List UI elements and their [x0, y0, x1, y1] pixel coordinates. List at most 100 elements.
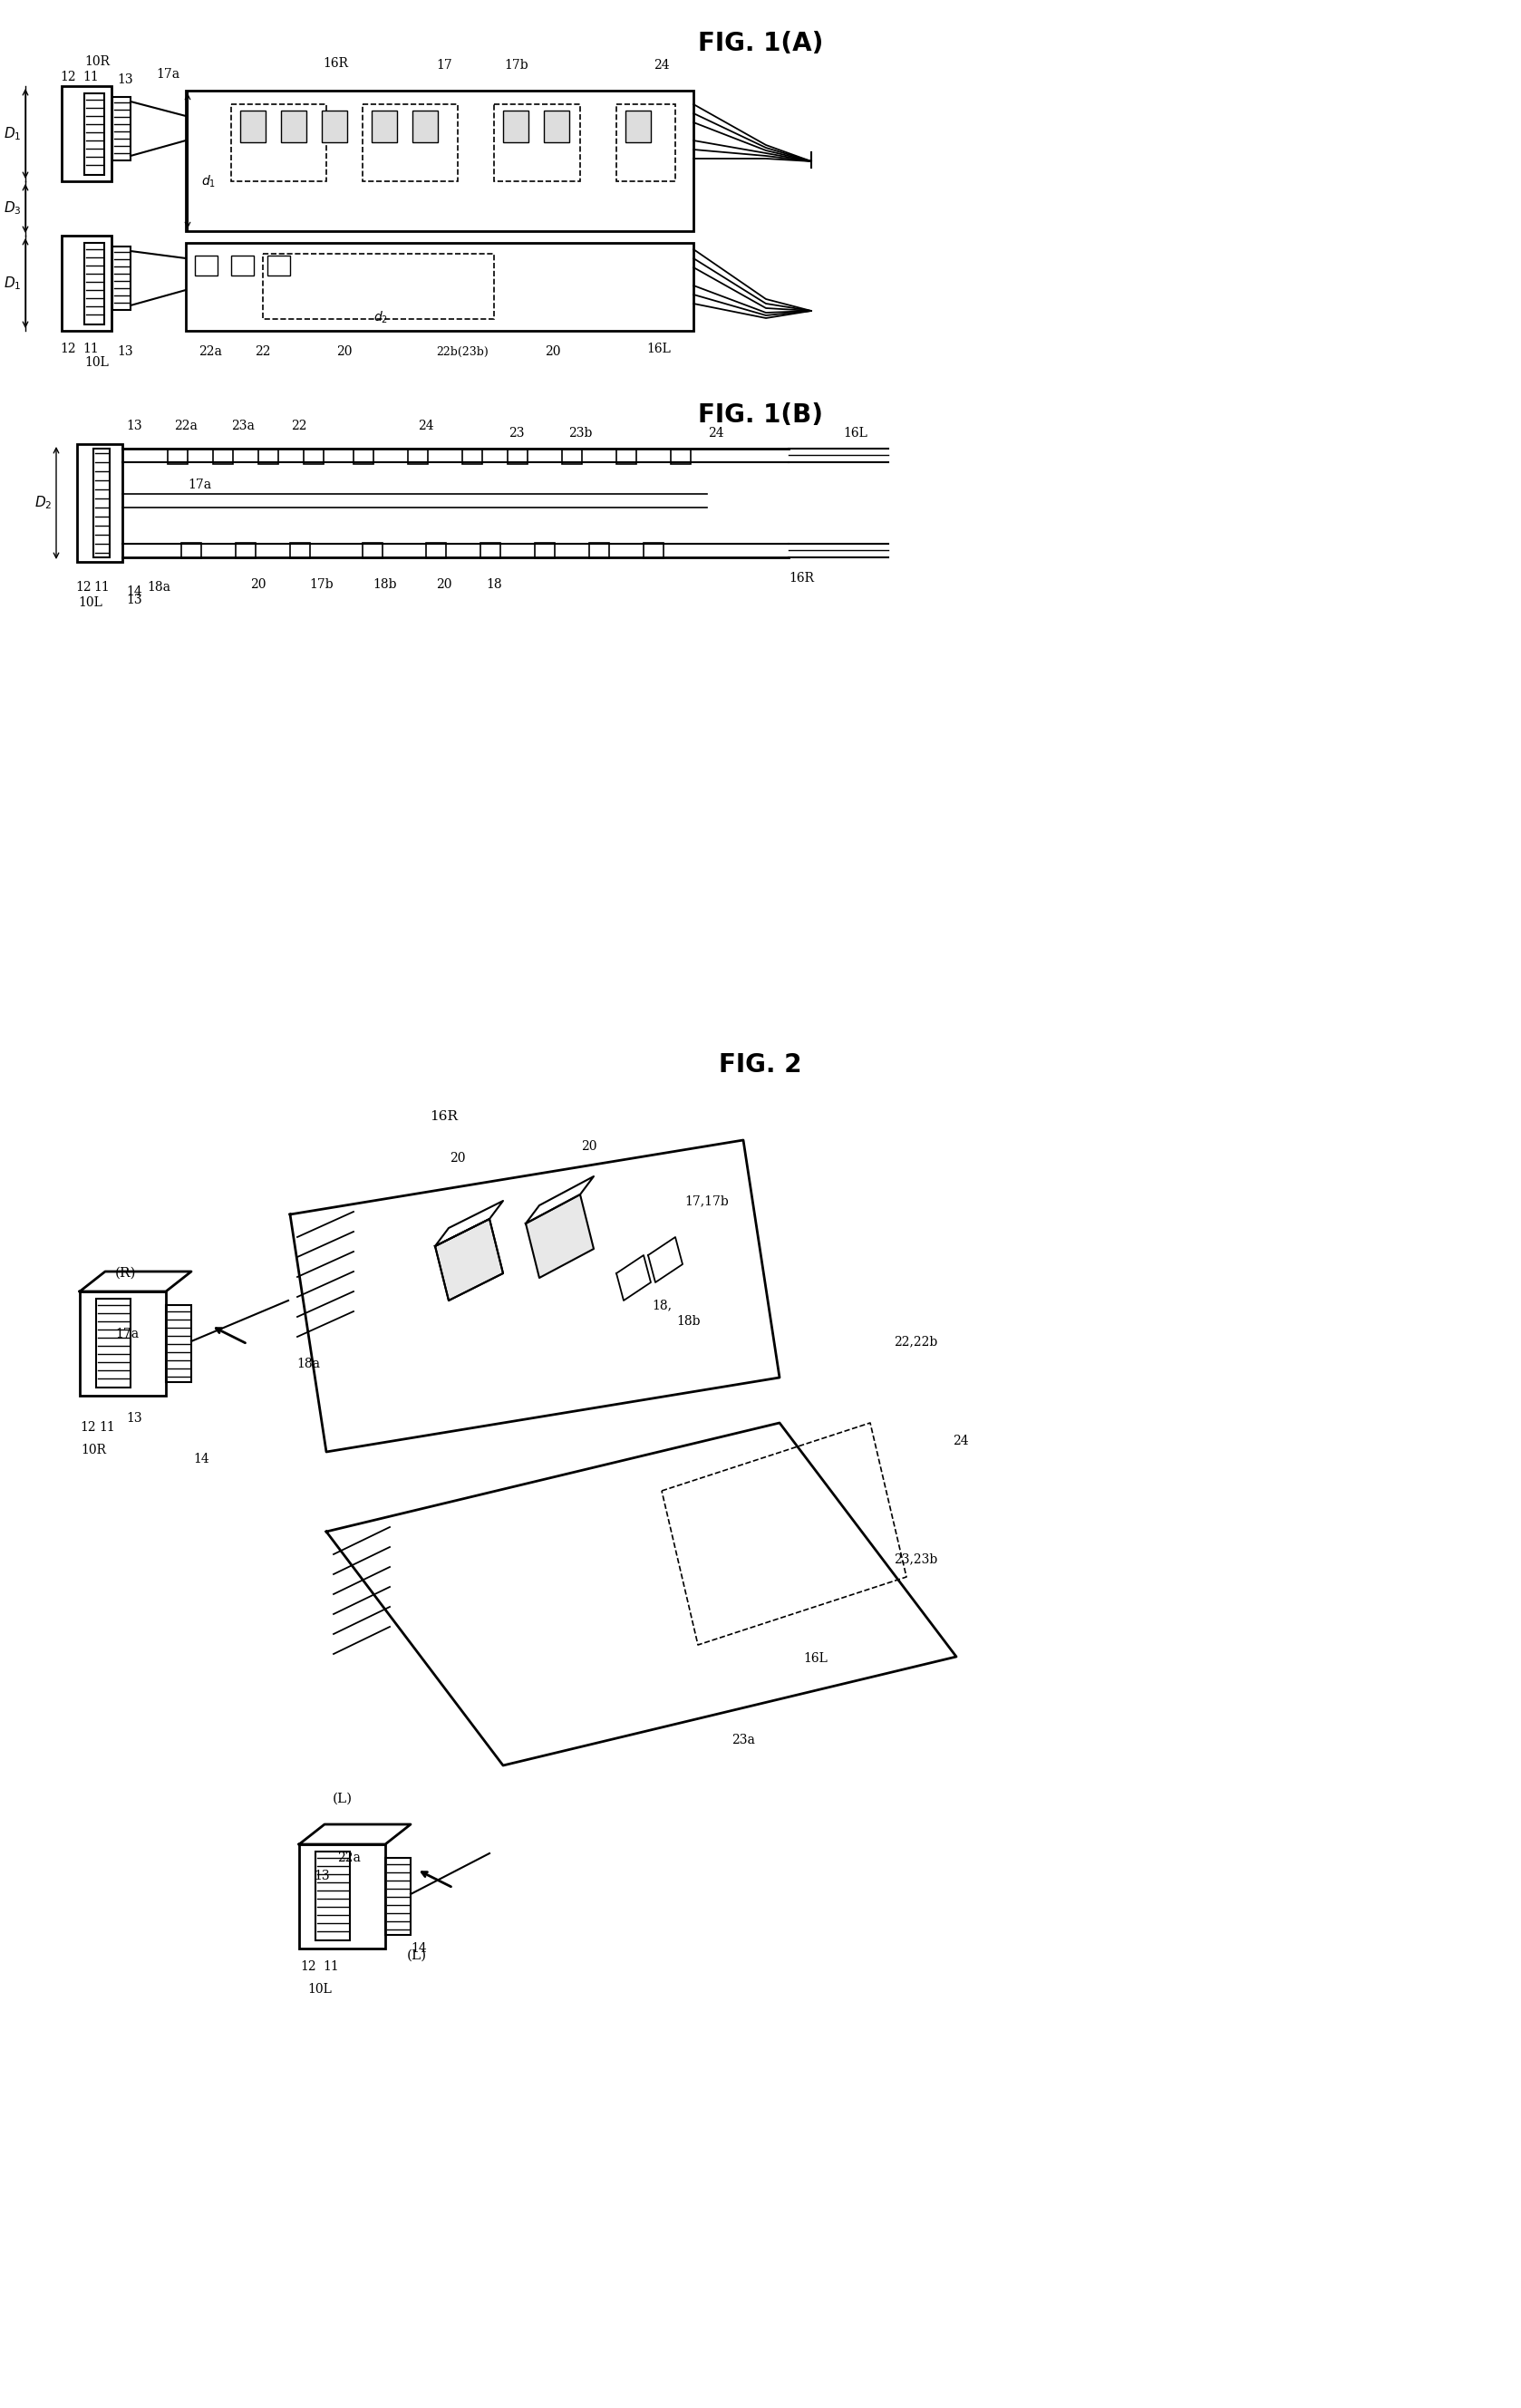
- Bar: [643, 542, 663, 559]
- Bar: [535, 542, 555, 559]
- Bar: [671, 450, 691, 465]
- Text: $D_2$: $D_2$: [35, 494, 52, 510]
- Bar: [362, 104, 458, 181]
- Bar: [281, 111, 306, 142]
- Text: 14: 14: [126, 585, 141, 597]
- Text: $d_2$: $d_2$: [374, 308, 388, 325]
- Text: 23,23b: 23,23b: [894, 1553, 937, 1565]
- Bar: [426, 542, 446, 559]
- Text: 17a: 17a: [187, 479, 211, 491]
- Bar: [371, 111, 397, 142]
- Text: 11: 11: [322, 1960, 339, 1972]
- Bar: [181, 542, 201, 559]
- Bar: [508, 450, 528, 465]
- Text: 13: 13: [126, 1411, 141, 1426]
- Text: 11: 11: [99, 1421, 116, 1433]
- Bar: [167, 450, 187, 465]
- Text: 16L: 16L: [803, 1652, 827, 1664]
- Text: 18b: 18b: [373, 578, 397, 590]
- Text: 14: 14: [411, 1943, 427, 1955]
- Bar: [362, 542, 382, 559]
- Text: 18,: 18,: [651, 1298, 672, 1312]
- Polygon shape: [526, 1194, 593, 1279]
- Text: 17,17b: 17,17b: [684, 1194, 729, 1206]
- Text: 22,22b: 22,22b: [894, 1334, 937, 1348]
- Text: 11: 11: [93, 580, 110, 595]
- Bar: [315, 1852, 350, 1941]
- Text: 23b: 23b: [569, 426, 592, 441]
- Bar: [78, 443, 122, 561]
- Bar: [462, 450, 482, 465]
- Bar: [322, 111, 347, 142]
- Text: 13: 13: [313, 1869, 330, 1883]
- Bar: [231, 104, 327, 181]
- Text: 24: 24: [709, 426, 724, 441]
- Text: 10L: 10L: [307, 1982, 332, 1996]
- Text: $D_1$: $D_1$: [5, 275, 21, 291]
- Bar: [84, 94, 105, 176]
- Text: 22b(23b): 22b(23b): [437, 347, 488, 356]
- Bar: [561, 450, 583, 465]
- Text: 20: 20: [251, 578, 266, 590]
- Text: 22: 22: [291, 419, 307, 433]
- Text: 20: 20: [581, 1139, 598, 1153]
- Bar: [113, 246, 131, 311]
- Text: FIG. 1(A): FIG. 1(A): [698, 31, 823, 55]
- Bar: [300, 1845, 385, 1948]
- Bar: [268, 255, 291, 275]
- Text: 18: 18: [487, 578, 502, 590]
- Text: 13: 13: [126, 419, 141, 433]
- Text: 18a: 18a: [148, 580, 170, 595]
- Bar: [236, 542, 256, 559]
- Bar: [481, 542, 500, 559]
- Bar: [625, 111, 651, 142]
- Text: 23: 23: [508, 426, 525, 441]
- Text: 20: 20: [450, 1151, 465, 1165]
- Text: 11: 11: [82, 342, 99, 356]
- Text: (R): (R): [114, 1267, 135, 1279]
- Bar: [186, 243, 694, 330]
- Text: 22a: 22a: [338, 1852, 360, 1864]
- Text: 10R: 10R: [81, 1445, 106, 1457]
- Text: 10L: 10L: [85, 356, 110, 368]
- Polygon shape: [291, 1139, 780, 1452]
- Text: 12: 12: [300, 1960, 316, 1972]
- Text: 18a: 18a: [297, 1358, 319, 1370]
- Bar: [259, 450, 278, 465]
- Bar: [412, 111, 438, 142]
- Text: 11: 11: [82, 70, 99, 84]
- Text: 17b: 17b: [505, 58, 529, 72]
- Text: 16L: 16L: [646, 342, 671, 356]
- Bar: [113, 96, 131, 161]
- Bar: [195, 255, 218, 275]
- Bar: [408, 450, 427, 465]
- Text: 17a: 17a: [116, 1327, 138, 1341]
- Text: 16L: 16L: [843, 426, 867, 441]
- Text: 20: 20: [336, 344, 353, 359]
- Text: $D_1$: $D_1$: [5, 125, 21, 142]
- Text: 22a: 22a: [199, 344, 222, 359]
- Text: (L): (L): [408, 1950, 427, 1963]
- Text: (L): (L): [333, 1792, 353, 1806]
- Text: 13: 13: [126, 595, 141, 607]
- Bar: [304, 450, 324, 465]
- Bar: [62, 87, 111, 181]
- Text: 12: 12: [59, 342, 76, 356]
- Text: 23a: 23a: [231, 419, 254, 433]
- Bar: [503, 111, 528, 142]
- Bar: [616, 450, 636, 465]
- Text: 16R: 16R: [322, 58, 348, 70]
- Bar: [240, 111, 266, 142]
- Bar: [291, 542, 310, 559]
- Text: 10R: 10R: [84, 55, 110, 67]
- Text: 20: 20: [545, 344, 561, 359]
- Polygon shape: [435, 1218, 503, 1300]
- Bar: [231, 255, 254, 275]
- Text: 18b: 18b: [677, 1315, 701, 1327]
- Text: 22a: 22a: [173, 419, 198, 433]
- Text: 24: 24: [952, 1435, 969, 1447]
- Text: FIG. 1(B): FIG. 1(B): [698, 402, 823, 429]
- Bar: [166, 1305, 192, 1382]
- Text: 24: 24: [418, 419, 433, 433]
- Bar: [494, 104, 580, 181]
